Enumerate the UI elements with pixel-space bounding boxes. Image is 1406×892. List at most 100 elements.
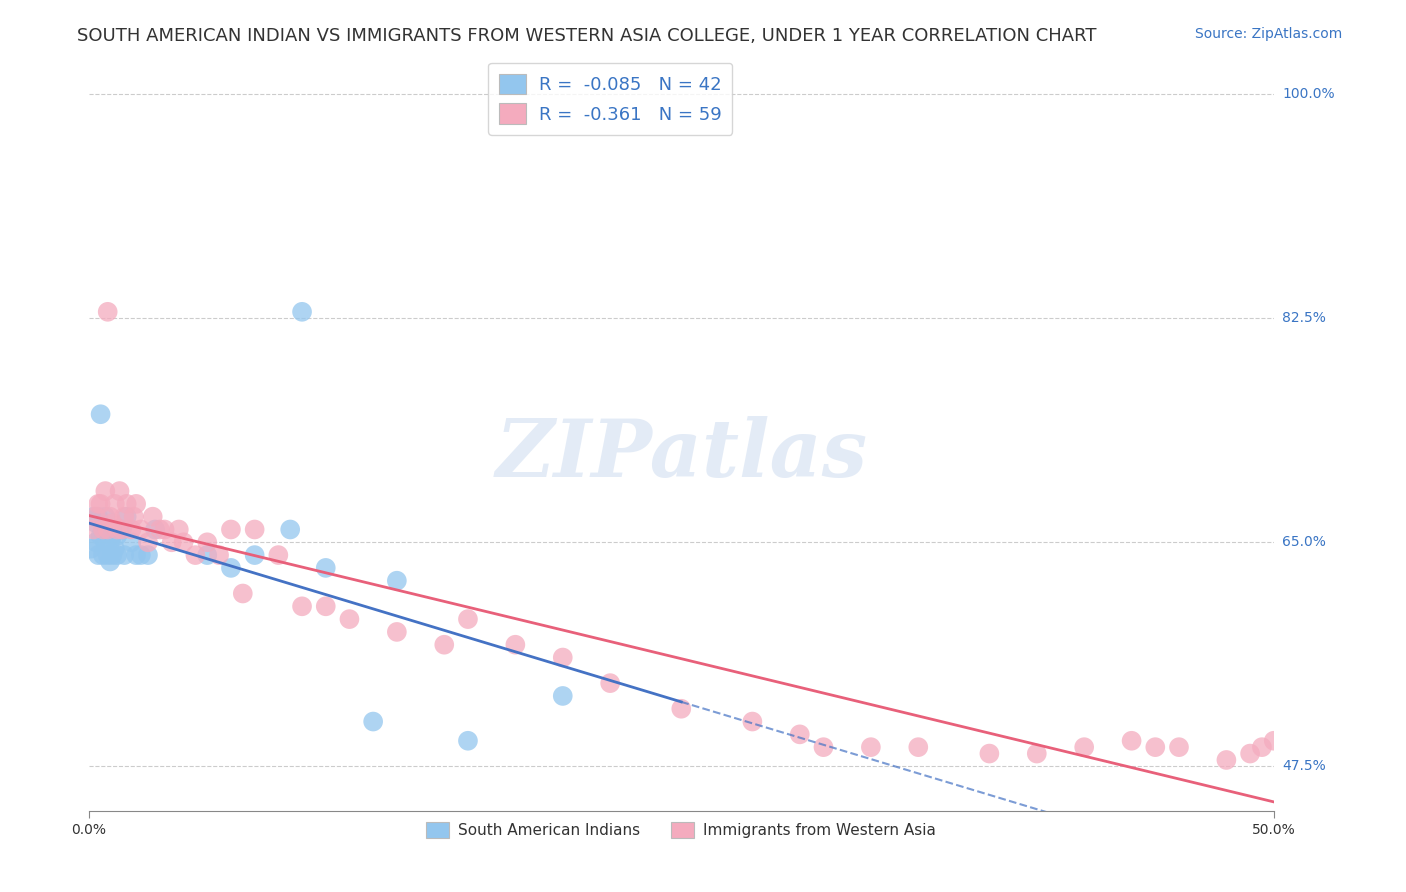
Point: [173, 535, 195, 549]
Point: [979, 747, 1001, 761]
Point: [87, 497, 110, 511]
Point: [97, 523, 120, 537]
Point: [104, 541, 127, 556]
Point: [167, 523, 190, 537]
Point: [385, 624, 408, 639]
Point: [136, 535, 159, 549]
Point: [101, 516, 124, 530]
Point: [1168, 740, 1191, 755]
Point: [278, 523, 301, 537]
Point: [129, 523, 152, 537]
Point: [1263, 733, 1285, 747]
Point: [1073, 740, 1095, 755]
Point: [91, 548, 114, 562]
Point: [433, 638, 456, 652]
Point: [120, 535, 142, 549]
Text: Source: ZipAtlas.com: Source: ZipAtlas.com: [1195, 27, 1343, 41]
Point: [385, 574, 408, 588]
Point: [125, 497, 148, 511]
Point: [907, 740, 929, 755]
Point: [94, 535, 117, 549]
Point: [94, 484, 117, 499]
Point: [84, 535, 107, 549]
Text: 65.0%: 65.0%: [1282, 535, 1326, 549]
Point: [111, 523, 134, 537]
Point: [208, 548, 231, 562]
Point: [82, 523, 104, 537]
Point: [122, 509, 145, 524]
Point: [90, 407, 112, 421]
Point: [94, 509, 117, 524]
Point: [136, 548, 159, 562]
Point: [339, 612, 361, 626]
Point: [97, 548, 120, 562]
Point: [243, 548, 266, 562]
Point: [84, 509, 107, 524]
Point: [153, 523, 176, 537]
Point: [219, 561, 242, 575]
Point: [195, 535, 218, 549]
Point: [112, 509, 135, 524]
Text: ZIPatlas: ZIPatlas: [495, 416, 868, 493]
Point: [82, 509, 104, 524]
Point: [505, 638, 527, 652]
Point: [457, 733, 479, 747]
Point: [101, 529, 124, 543]
Point: [195, 548, 218, 562]
Point: [98, 554, 121, 568]
Point: [115, 497, 138, 511]
Point: [105, 529, 128, 543]
Point: [129, 548, 152, 562]
Point: [101, 548, 124, 562]
Point: [291, 305, 314, 319]
Point: [1144, 740, 1167, 755]
Text: 82.5%: 82.5%: [1282, 311, 1326, 326]
Text: 47.5%: 47.5%: [1282, 759, 1326, 773]
Point: [90, 497, 112, 511]
Point: [1239, 747, 1261, 761]
Point: [143, 523, 166, 537]
Point: [97, 305, 120, 319]
Point: [1215, 753, 1237, 767]
Point: [105, 548, 128, 562]
Point: [219, 523, 242, 537]
Point: [551, 650, 574, 665]
Legend: South American Indians, Immigrants from Western Asia: South American Indians, Immigrants from …: [420, 816, 942, 845]
Point: [142, 509, 165, 524]
Point: [813, 740, 835, 755]
Point: [551, 689, 574, 703]
Point: [105, 523, 128, 537]
Point: [267, 548, 290, 562]
Point: [1251, 740, 1274, 755]
Point: [112, 548, 135, 562]
Text: 100.0%: 100.0%: [1282, 87, 1334, 101]
Point: [859, 740, 882, 755]
Point: [87, 509, 110, 524]
Point: [315, 599, 337, 614]
Point: [125, 548, 148, 562]
Text: SOUTH AMERICAN INDIAN VS IMMIGRANTS FROM WESTERN ASIA COLLEGE, UNDER 1 YEAR CORR: SOUTH AMERICAN INDIAN VS IMMIGRANTS FROM…: [77, 27, 1097, 45]
Point: [184, 548, 207, 562]
Point: [120, 523, 142, 537]
Point: [291, 599, 314, 614]
Point: [115, 509, 138, 524]
Point: [1121, 733, 1143, 747]
Point: [1025, 747, 1047, 761]
Point: [243, 523, 266, 537]
Point: [98, 509, 121, 524]
Point: [160, 535, 183, 549]
Point: [84, 516, 107, 530]
Point: [80, 541, 103, 556]
Point: [149, 523, 172, 537]
Point: [599, 676, 621, 690]
Point: [789, 727, 811, 741]
Point: [90, 529, 112, 543]
Point: [361, 714, 384, 729]
Point: [315, 561, 337, 575]
Point: [671, 702, 693, 716]
Point: [98, 535, 121, 549]
Point: [111, 523, 134, 537]
Point: [101, 523, 124, 537]
Point: [232, 586, 254, 600]
Point: [87, 548, 110, 562]
